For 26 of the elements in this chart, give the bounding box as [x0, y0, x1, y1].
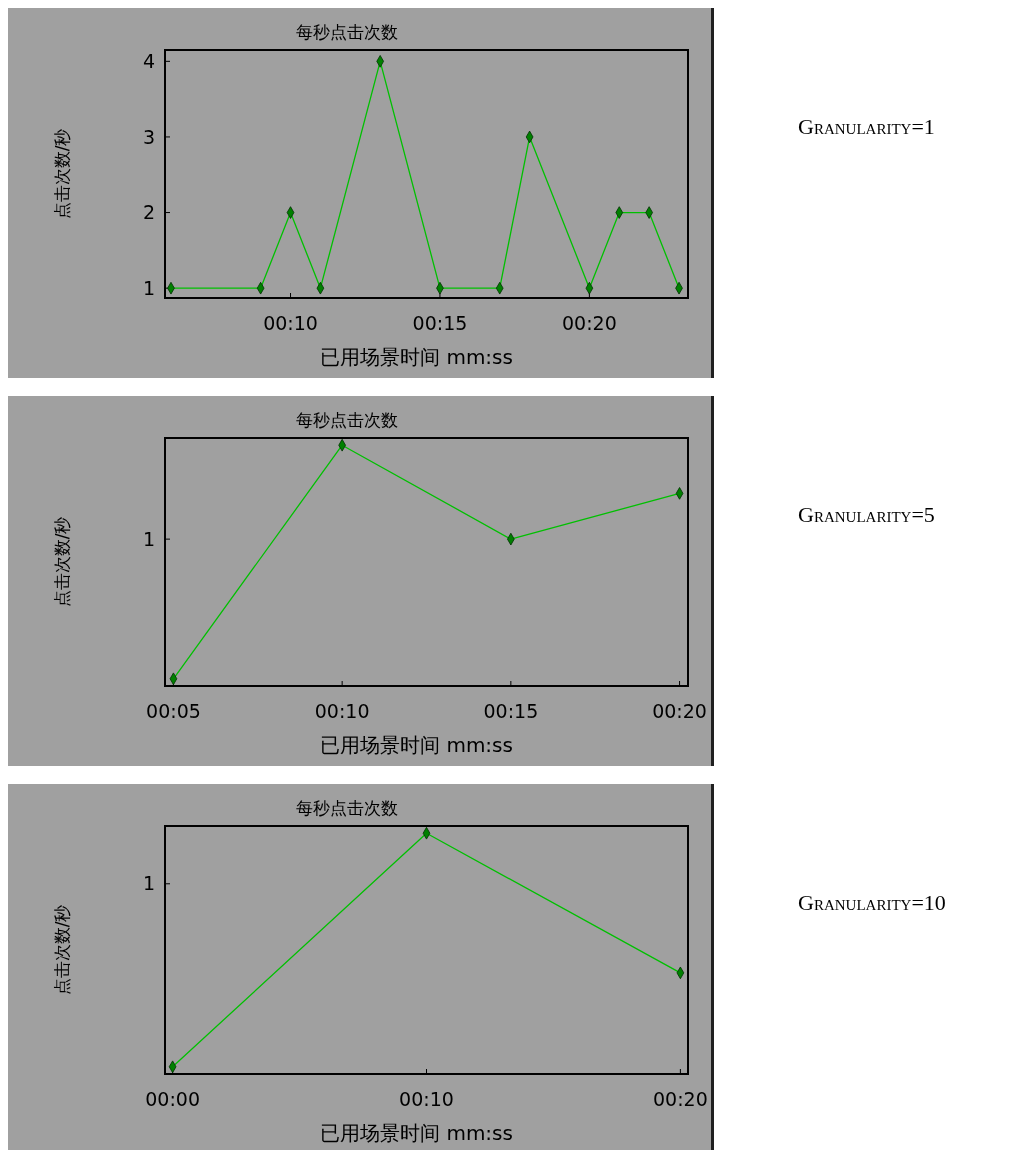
text: Granularity=5	[798, 502, 935, 527]
text: Granularity=10	[798, 890, 946, 915]
y-tick-label: 3	[142, 125, 155, 148]
x-tick-label: 00:15	[412, 312, 468, 334]
x-tick-label: 00:00	[145, 1088, 200, 1110]
x-axis-title: 已用场景时间 mm:ss	[320, 345, 513, 369]
text: Granularity=1	[798, 114, 935, 139]
chart-title: 每秒点击次数	[295, 22, 398, 42]
y-axis-title: 点击次数/秒	[52, 128, 72, 220]
x-tick-label: 00:20	[652, 700, 707, 722]
y-tick-label: 1	[142, 276, 155, 299]
chart-title: 每秒点击次数	[295, 798, 398, 818]
x-tick-label: 00:20	[653, 1088, 708, 1110]
x-tick-label: 00:10	[263, 312, 318, 334]
x-tick-label: 00:15	[483, 700, 539, 722]
x-axis-title: 已用场景时间 mm:ss	[320, 733, 513, 757]
chart-title: 每秒点击次数	[295, 410, 398, 430]
y-tick-label: 2	[142, 201, 155, 224]
y-axis-title: 点击次数/秒	[52, 904, 72, 996]
y-tick-label: 4	[142, 49, 155, 72]
y-axis-title: 点击次数/秒	[52, 516, 72, 608]
x-tick-label: 00:10	[314, 700, 370, 722]
x-axis-title: 已用场景时间 mm:ss	[320, 1121, 513, 1145]
x-tick-label: 00:10	[399, 1088, 454, 1110]
x-tick-label: 00:20	[561, 312, 617, 334]
x-tick-label: 00:05	[146, 700, 201, 722]
